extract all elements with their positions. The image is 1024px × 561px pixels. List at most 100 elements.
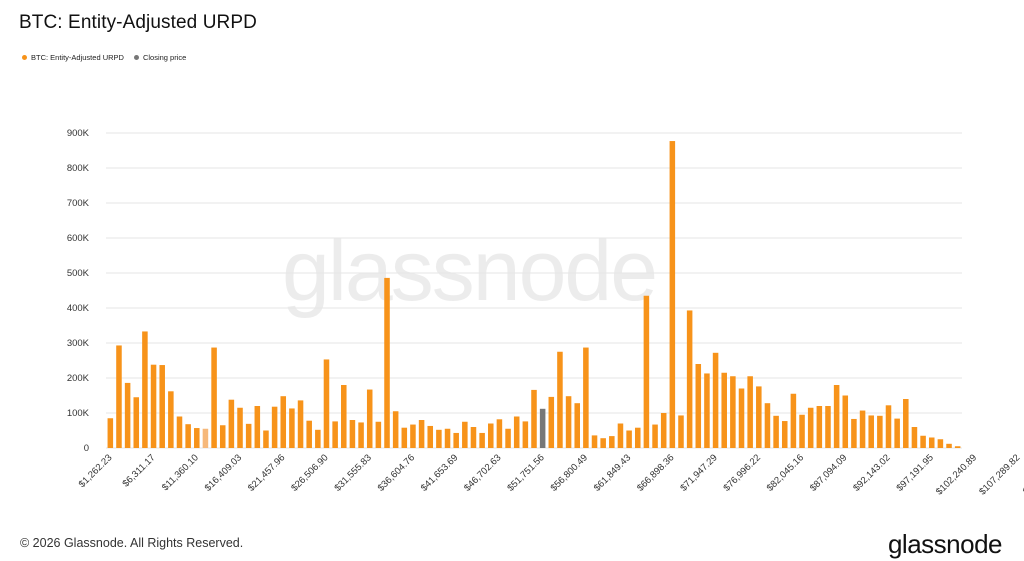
bar [833, 385, 840, 448]
bar [349, 420, 356, 448]
bar [211, 347, 217, 448]
x-tick-label: $97,191.95 [894, 452, 935, 493]
bar [306, 420, 312, 448]
bar [470, 427, 477, 448]
bar [816, 406, 823, 448]
x-tick-label: $6,311.17 [121, 452, 158, 489]
bar [375, 421, 382, 448]
bar [176, 416, 183, 448]
bar [280, 396, 287, 448]
bar [410, 424, 416, 448]
bar [790, 393, 797, 448]
bar [453, 432, 459, 448]
bar [271, 406, 278, 448]
bar [678, 415, 684, 448]
x-tick-label: $31,555.83 [332, 452, 373, 493]
bar [297, 400, 304, 448]
bar [773, 415, 779, 448]
bar [660, 413, 667, 448]
x-tick-label: $26,506.90 [289, 452, 330, 493]
bar [228, 399, 235, 448]
bar [142, 331, 148, 448]
bar [392, 411, 399, 448]
bar [730, 376, 736, 448]
bar [245, 423, 252, 448]
y-tick-label: 600K [67, 233, 90, 244]
bar [323, 359, 330, 448]
x-tick-label: $76,996.22 [722, 452, 763, 493]
bar [859, 410, 866, 448]
bar [116, 345, 122, 448]
bar [557, 351, 563, 448]
legend-item-closing-price[interactable]: Closing price [133, 53, 187, 62]
chart-legend: BTC: Entity-Adjusted URPD Closing price [22, 53, 186, 62]
page-title: BTC: Entity-Adjusted URPD [19, 12, 257, 33]
x-tick-label: $46,702.63 [462, 452, 503, 493]
bar [185, 424, 191, 448]
bar [738, 388, 745, 448]
bar [315, 429, 321, 448]
x-tick-label: $36,604.76 [376, 452, 417, 493]
bar [609, 436, 615, 448]
bar [747, 376, 753, 448]
bar [341, 385, 347, 448]
bar [617, 423, 624, 448]
bar [289, 408, 295, 448]
x-tick-label: $66,898.36 [635, 452, 676, 493]
bar [254, 406, 261, 448]
bar [920, 435, 926, 448]
legend-item-urpd[interactable]: BTC: Entity-Adjusted URPD [22, 53, 124, 62]
bar [444, 428, 451, 448]
copyright-footer: © 2026 Glassnode. All Rights Reserved. [20, 536, 244, 550]
bar [799, 414, 805, 448]
bar [756, 386, 762, 448]
bar [928, 437, 935, 448]
y-tick-label: 500K [67, 268, 90, 279]
bar [548, 396, 555, 448]
bar [462, 421, 468, 448]
bar [565, 396, 572, 448]
x-tick-label: $11,360.10 [160, 452, 201, 493]
x-tick-label: $41,653.69 [419, 452, 460, 493]
bar [496, 419, 503, 448]
y-tick-label: 0 [84, 443, 89, 454]
y-tick-label: 900K [67, 128, 90, 139]
bar [574, 403, 580, 448]
bar [704, 373, 710, 448]
x-tick-label: $16,409.03 [203, 452, 244, 493]
bar [539, 408, 546, 448]
bar [781, 421, 788, 448]
bar [600, 438, 606, 448]
bar [583, 347, 589, 448]
bar [366, 389, 373, 448]
bar [107, 418, 114, 448]
x-tick-label: $82,045.16 [765, 452, 806, 493]
bar [885, 405, 892, 448]
x-tick-label: $102,240.89 [934, 452, 979, 497]
bar [522, 421, 529, 448]
legend-label-closing-price: Closing price [142, 53, 187, 62]
x-tick-label: $1,262.23 [77, 452, 115, 490]
bar [903, 399, 909, 448]
bar [401, 427, 408, 448]
bar [219, 425, 226, 448]
glassnode-logo: glassnode [887, 529, 1003, 559]
bar [669, 141, 676, 449]
bar [634, 427, 641, 448]
bar [150, 364, 157, 448]
bar [168, 391, 174, 448]
x-tick-label: $56,800.49 [549, 452, 590, 493]
bar [851, 418, 857, 448]
x-tick-label: $61,849.43 [592, 452, 633, 493]
bar [807, 407, 814, 448]
bar [237, 407, 243, 448]
bar [643, 295, 650, 448]
bar [652, 424, 658, 448]
bar [946, 443, 952, 448]
bar [513, 416, 520, 448]
x-tick-label: $71,947.29 [678, 452, 719, 493]
bar [591, 435, 598, 448]
x-tick-label: $92,143.02 [851, 452, 892, 493]
bar [954, 446, 961, 448]
legend-swatch-closing-price [133, 55, 139, 60]
